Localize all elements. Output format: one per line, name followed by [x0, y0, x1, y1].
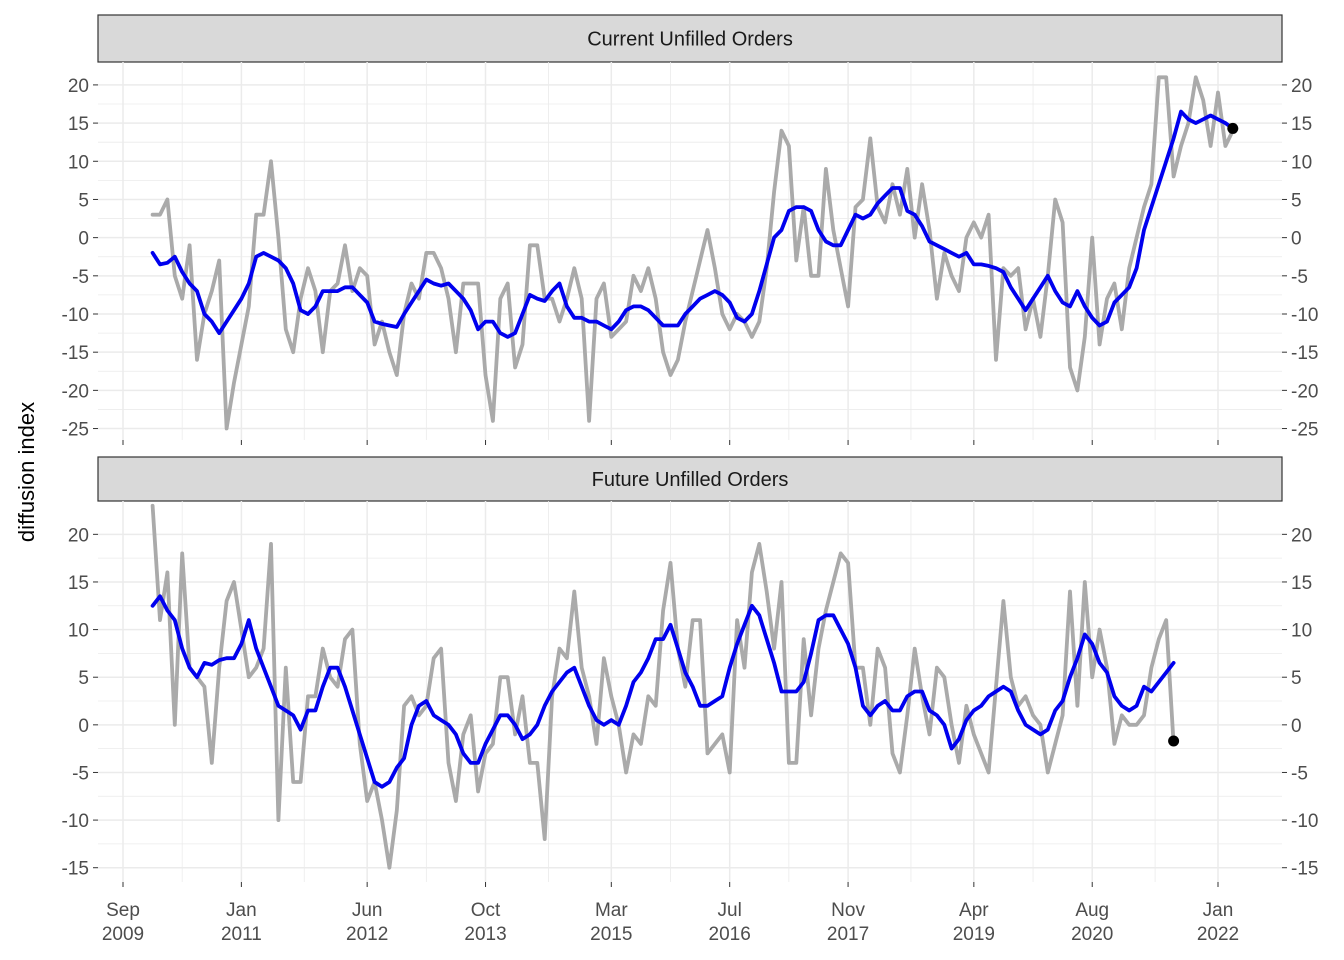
facet-strip-title: Current Unfilled Orders — [587, 29, 793, 51]
y-tick-label-right: -15 — [1291, 343, 1318, 364]
y-tick-label-left: 20 — [68, 76, 89, 97]
y-tick-label-right: 5 — [1291, 668, 1302, 689]
y-tick-label-right: 5 — [1291, 190, 1302, 211]
x-tick-label-month: Mar — [595, 900, 628, 921]
x-tick-label: Oct 2013 — [464, 900, 506, 945]
x-tick-label-year: 2022 — [1197, 924, 1239, 945]
y-tick-label-left: 15 — [68, 573, 89, 594]
y-tick-label-right: -25 — [1291, 420, 1318, 441]
x-tick-label-year: 2013 — [464, 924, 506, 945]
y-tick-label-left: -15 — [62, 859, 89, 880]
y-tick-label-left: 20 — [68, 525, 89, 546]
series-line-smoothed — [150, 594, 1176, 789]
x-tick-label: Aug 2020 — [1071, 900, 1113, 945]
y-tick-label-left: -5 — [72, 267, 89, 288]
x-tick-label: Jan 2011 — [221, 900, 262, 945]
facet-strip — [97, 14, 1283, 63]
y-tick-label-right: 20 — [1291, 525, 1312, 546]
x-tick-label-month: Sep — [106, 900, 140, 921]
y-tick-label-right: -20 — [1291, 381, 1318, 402]
y-tick-label-right: 0 — [1291, 716, 1302, 737]
y-tick-label-right: -10 — [1291, 811, 1318, 832]
series-line-raw — [150, 503, 1176, 870]
y-tick-label-left: -10 — [62, 811, 89, 832]
x-tick-label-month: Oct — [471, 900, 501, 921]
x-tick-label: Sep 2009 — [102, 900, 144, 945]
x-tick-label: Mar 2015 — [590, 900, 632, 945]
x-tick-label-month: Jun — [352, 900, 383, 921]
y-tick-label-right: -10 — [1291, 305, 1318, 326]
y-tick-label-left: 0 — [78, 229, 89, 250]
facet-strip-title: Future Unfilled Orders — [592, 469, 789, 491]
y-tick-label-right: -15 — [1291, 859, 1318, 880]
y-tick-label-right: 15 — [1291, 573, 1312, 594]
x-tick-label-year: 2020 — [1071, 924, 1113, 945]
facet-panel: Current Unfilled Orders 20 20 15 15 10 10 5 5 0 0 -… — [62, 14, 1318, 445]
facet-strip — [97, 456, 1283, 502]
y-tick-label-right: 0 — [1291, 229, 1302, 250]
y-tick-label-right: 20 — [1291, 76, 1312, 97]
x-tick-label-year: 2012 — [346, 924, 388, 945]
y-tick-label-left: -20 — [62, 381, 89, 402]
y-tick-label-left: 10 — [68, 621, 89, 642]
x-tick-label-year: 2015 — [590, 924, 632, 945]
x-tick-label: Jul 2016 — [709, 900, 751, 945]
y-tick-label-right: -5 — [1291, 763, 1308, 784]
series-line-raw — [150, 75, 1235, 431]
x-tick-label-month: Aug — [1075, 900, 1109, 921]
y-tick-label-right: 15 — [1291, 114, 1312, 135]
x-tick-label-year: 2016 — [709, 924, 751, 945]
y-tick-label-left: 15 — [68, 114, 89, 135]
x-axis: Sep 2009 Jan 2011 Jun 2012 Oct 2013 Mar 2015 Jul 20… — [102, 900, 1239, 945]
y-tick-label-left: 0 — [78, 716, 89, 737]
panels: Current Unfilled Orders 20 20 15 15 10 10 5 5 0 0 -… — [62, 14, 1318, 887]
x-tick-label: Nov 2017 — [827, 900, 869, 945]
y-tick-label-left: 5 — [78, 190, 89, 211]
gridlines — [98, 501, 1282, 882]
y-tick-label-right: -5 — [1291, 267, 1308, 288]
x-tick-label-month: Apr — [959, 900, 989, 921]
y-tick-label-left: -15 — [62, 343, 89, 364]
y-tick-label-left: 10 — [68, 152, 89, 173]
x-tick-label-year: 2011 — [221, 924, 262, 945]
x-tick-label-year: 2017 — [827, 924, 869, 945]
y-tick-label-left: -5 — [72, 763, 89, 784]
last-value-point — [1168, 735, 1180, 747]
facet-panel: Future Unfilled Orders 20 20 15 15 10 10 5 5 0 0 -5… — [62, 456, 1318, 887]
x-tick-label: Jan 2022 — [1197, 900, 1239, 945]
x-tick-label-year: 2019 — [953, 924, 995, 945]
x-tick-label-month: Jan — [226, 900, 257, 921]
y-tick-label-left: 5 — [78, 668, 89, 689]
y-tick-label-right: 10 — [1291, 621, 1312, 642]
y-tick-label-left: -10 — [62, 305, 89, 326]
series-line-smoothed — [150, 109, 1235, 339]
x-tick-label-month: Jul — [718, 900, 742, 921]
x-tick-label: Jun 2012 — [346, 900, 388, 945]
x-tick-label: Apr 2019 — [953, 900, 995, 945]
gridlines — [98, 62, 1282, 440]
x-tick-label-month: Jan — [1203, 900, 1234, 921]
x-tick-label-month: Nov — [831, 900, 865, 921]
y-axis-title: diffusion index — [14, 402, 39, 542]
last-value-point — [1227, 122, 1239, 134]
y-tick-label-right: 10 — [1291, 152, 1312, 173]
x-tick-label-year: 2009 — [102, 924, 144, 945]
y-tick-label-left: -25 — [62, 420, 89, 441]
